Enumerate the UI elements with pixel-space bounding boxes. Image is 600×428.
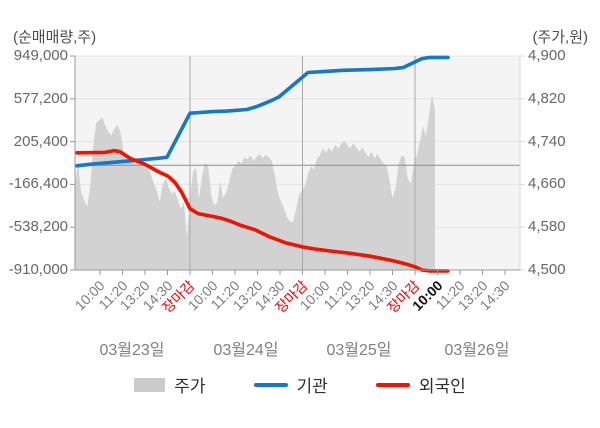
date-label: 03월26일 [444, 342, 510, 359]
left-axis-tick-label: -538,200 [8, 218, 68, 236]
legend-item-price: 주가 [134, 372, 206, 397]
legend-item-foreigner: 외국인 [375, 372, 466, 397]
right-axis-tick-label: 4,740 [528, 132, 566, 150]
price-area-swatch [134, 377, 166, 392]
legend-label-foreigner: 외국인 [418, 377, 466, 396]
left-axis-tick-label: 949,000 [13, 47, 68, 64]
right-axis-tick-label: 4,660 [528, 175, 566, 193]
chart-legend: 주가 기관 외국인 [0, 372, 600, 397]
institution-line-swatch [253, 382, 288, 387]
foreigner-line-swatch [375, 382, 410, 387]
right-axis-tick-label: 4,580 [528, 218, 566, 236]
right-axis-tick-label: 4,900 [528, 47, 566, 64]
left-axis-tick-label: 577,200 [13, 89, 68, 107]
left-axis-title: (순매매량,주) [13, 29, 97, 46]
left-axis-tick-label: -166,400 [8, 175, 68, 193]
right-axis-tick-label: 4,820 [528, 89, 566, 107]
right-axis-tick-label: 4,500 [528, 261, 566, 278]
date-label: 03월25일 [326, 342, 392, 359]
left-axis-tick-label: 205,400 [13, 132, 68, 150]
date-label: 03월24일 [213, 342, 279, 359]
right-axis-title: (주가,원) [532, 29, 588, 46]
legend-label-price: 주가 [174, 377, 206, 396]
left-axis-tick-label: -910,000 [8, 261, 68, 278]
date-label: 03월23일 [99, 342, 165, 359]
legend-label-institution: 기관 [296, 377, 328, 396]
legend-item-institution: 기관 [253, 372, 328, 397]
